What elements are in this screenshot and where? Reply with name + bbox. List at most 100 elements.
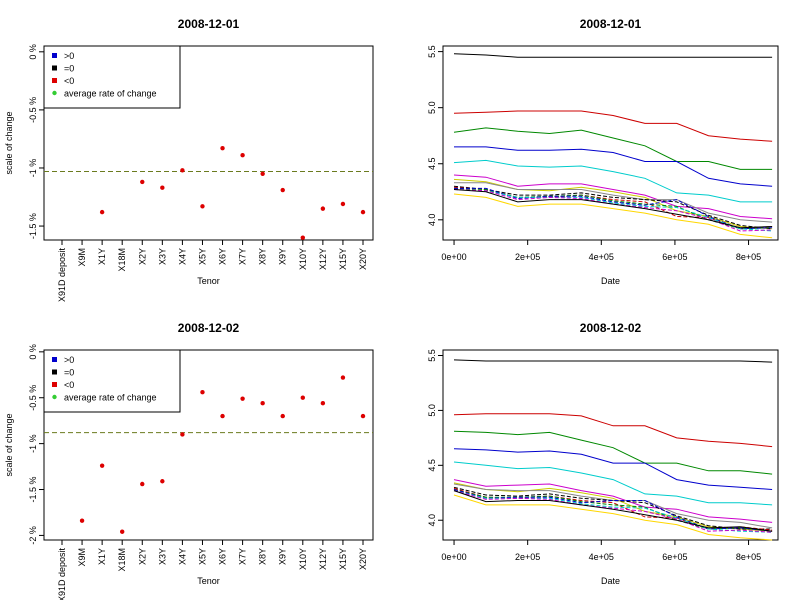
y-axis-label: scale of change — [4, 413, 14, 476]
y-tick-label: -1.5 % — [28, 477, 38, 503]
x-tick-label: X1Y — [97, 248, 107, 265]
x-tick-label: X7Y — [238, 548, 248, 565]
x-tick-label: 0e+00 — [441, 252, 466, 262]
data-point — [280, 187, 285, 193]
legend-box — [43, 45, 181, 109]
series-line-6 — [453, 174, 773, 220]
y-tick-label: 4.5 — [427, 157, 437, 170]
plot-frame — [442, 45, 779, 241]
plot-frame — [43, 45, 374, 241]
y-tick-label: 4.5 — [427, 459, 437, 472]
legend-label: >0 — [64, 51, 74, 61]
x-tick-label: X91D deposit — [57, 548, 67, 600]
x-tick-label: X18M — [117, 548, 127, 572]
x-axis-label: Tenor — [197, 276, 220, 286]
legend-label: <0 — [64, 380, 74, 390]
chart-title: 2008-12-02 — [178, 321, 240, 335]
legend-swatch — [52, 65, 57, 71]
data-point — [79, 518, 85, 523]
x-tick-label: X20Y — [358, 248, 368, 270]
data-point — [160, 479, 165, 484]
data-point — [240, 152, 245, 158]
x-axis-label: Date — [601, 576, 620, 586]
x-tick-label: X8Y — [258, 548, 268, 565]
series-line-3 — [453, 127, 773, 170]
data-point — [360, 413, 366, 419]
series-line-9 — [453, 486, 773, 530]
plot-frame — [43, 349, 374, 541]
data-point — [160, 185, 165, 190]
legend-swatch — [52, 382, 57, 387]
legend-swatch — [52, 90, 57, 96]
series-line-16 — [453, 193, 773, 239]
series-line-8 — [453, 483, 773, 529]
x-axis-label: Tenor — [197, 576, 220, 586]
y-tick-label: -1.5 % — [28, 213, 38, 239]
x-tick-label: 6e+05 — [662, 552, 687, 562]
chart-panel-2: 2008-12-01 4.0 4.5 5.0 5.5 Date 0e+00 2e+05 4e+0… — [427, 17, 779, 286]
x-tick-label: X5Y — [197, 248, 207, 265]
legend-swatch — [52, 53, 57, 58]
y-tick-label: 4.0 — [427, 514, 437, 527]
plot-frame — [442, 349, 779, 541]
x-tick-label: 6e+05 — [662, 252, 687, 262]
series-line-5 — [453, 461, 773, 506]
x-tick-label: X6Y — [218, 248, 228, 265]
x-tick-label: X7Y — [238, 248, 248, 265]
y-tick-label: 5.0 — [427, 101, 437, 114]
chart-title: 2008-12-01 — [178, 17, 240, 31]
x-tick-label: X18M — [117, 248, 127, 272]
y-tick-label: 4.0 — [427, 214, 437, 227]
legend-label: <0 — [64, 76, 74, 86]
legend: >0 =0 <0 average rate of change — [43, 45, 181, 109]
series-line-4 — [453, 448, 773, 490]
series-line-15 — [453, 490, 773, 532]
legend-label: average rate of change — [64, 89, 157, 99]
series-line-14 — [453, 490, 773, 533]
x-tick-label: X2Y — [137, 248, 147, 265]
x-tick-label: X6Y — [218, 548, 228, 565]
x-tick-label: X15Y — [338, 248, 348, 270]
x-tick-label: X20Y — [358, 548, 368, 570]
data-point — [140, 179, 145, 185]
data-point — [260, 171, 265, 176]
legend-label: >0 — [64, 355, 74, 365]
x-tick-label: X3Y — [157, 248, 167, 265]
x-tick-label: 2e+05 — [515, 552, 540, 562]
x-tick-label: X10Y — [298, 548, 308, 570]
series-line-2 — [453, 413, 773, 448]
data-point — [99, 209, 105, 215]
x-tick-label: 4e+05 — [589, 252, 614, 262]
series-line-10 — [453, 186, 773, 230]
x-tick-label: X15Y — [338, 548, 348, 570]
x-tick-label: 0e+00 — [441, 552, 466, 562]
x-tick-label: X9M — [77, 548, 87, 567]
data-point — [220, 413, 225, 419]
data-point — [260, 401, 265, 406]
y-tick-label: 5.0 — [427, 404, 437, 417]
chart-title: 2008-12-02 — [580, 321, 642, 335]
x-tick-label: 8e+05 — [736, 252, 761, 262]
x-tick-label: X12Y — [318, 248, 328, 270]
series-line-15 — [453, 189, 773, 229]
x-tick-label: 8e+05 — [736, 552, 761, 562]
x-tick-label: X3Y — [157, 548, 167, 565]
y-tick-label: -1 % — [28, 159, 38, 178]
chart-panel-1: 2008-12-01 0 % -0.5 % -1 % -1.5 % Tenor scale … — [4, 17, 374, 303]
data-point — [240, 396, 245, 401]
x-tick-label: X9M — [77, 248, 87, 267]
series-line-2 — [453, 110, 773, 142]
x-tick-label: X1Y — [97, 548, 107, 565]
data-point — [280, 413, 285, 419]
series-line-3 — [453, 430, 773, 475]
y-axis-label: scale of change — [4, 111, 14, 174]
series-line-8 — [454, 182, 773, 223]
data-point — [200, 390, 205, 395]
x-tick-label: X91D deposit — [57, 248, 67, 303]
y-tick-label: 0 % — [28, 344, 38, 360]
data-point — [180, 168, 185, 173]
x-tick-label: X5Y — [197, 548, 207, 565]
legend-swatch — [52, 369, 57, 375]
legend-swatch — [52, 78, 57, 83]
